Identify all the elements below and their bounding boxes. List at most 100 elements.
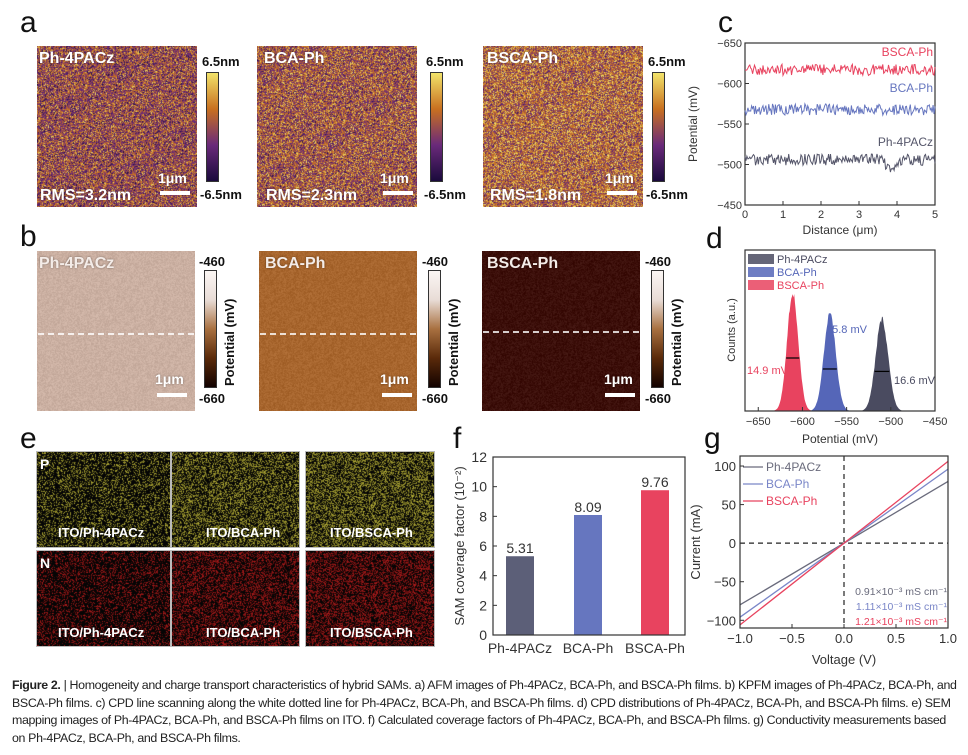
afm-sample-label: BSCA-Ph	[487, 50, 559, 67]
legend-swatch	[748, 280, 774, 290]
x-axis-label: Potential (mV)	[802, 432, 878, 446]
panel-label-g: g	[704, 422, 721, 455]
y-tick-label: 0	[729, 536, 736, 551]
colorbar-max: 6.5nm	[426, 54, 464, 69]
x-tick-label: −1.0	[727, 631, 753, 646]
histogram-bsca-ph	[770, 294, 816, 411]
x-tick-label: −600	[790, 416, 815, 428]
scale-bar-label: 1μm	[605, 170, 634, 186]
afm-colorbar	[430, 72, 443, 182]
sem-map-p-bsca-ph	[305, 451, 435, 548]
bar-value-label: 5.31	[506, 540, 533, 556]
y-tick-label: −450	[717, 200, 742, 212]
x-tick-label: 4	[894, 209, 900, 221]
colorbar-min: -6.5nm	[424, 187, 466, 202]
conductivity-label: 1.21×10⁻³ mS cm⁻¹	[855, 616, 947, 628]
y-tick-label: 6	[479, 538, 487, 554]
chart-c-cpd-line-scan: Potential (mV) Distance (μm) 0 1 2 3 4 5 −650 −…	[686, 38, 938, 237]
sem-map-n-bsca-ph	[305, 550, 435, 647]
kpfm-image-ph-4pacz	[37, 251, 195, 411]
legend-label: Ph-4PACz	[766, 460, 821, 474]
axes-frame	[744, 42, 936, 206]
afm-image-ph-4pacz	[37, 46, 197, 207]
kpfm-colorbar	[428, 270, 441, 388]
scale-bar	[383, 191, 413, 195]
y-tick-label: −650	[717, 38, 742, 50]
x-tick-label: −650	[746, 416, 771, 428]
x-axis-label: Distance (μm)	[803, 223, 878, 237]
panel-label-a: a	[20, 6, 37, 39]
conductivity-label: 0.91×10⁻³ mS cm⁻¹	[855, 586, 947, 598]
x-tick-label: −500	[878, 416, 903, 428]
afm-rms-label: RMS=1.8nm	[490, 187, 582, 204]
fwhm-label: 14.9 mV	[747, 365, 789, 377]
bar-bca-ph	[574, 514, 602, 635]
colorbar-min: -660	[645, 391, 672, 406]
x-tick-label: 5	[932, 209, 938, 221]
afm-sample-label: BCA-Ph	[264, 50, 325, 67]
chart-d-cpd-distribution: Counts (a.u.) Potential (mV) 16.6 mV 15.8…	[726, 249, 947, 446]
iv-line-bsca-ph	[739, 460, 949, 626]
y-tick-label: 12	[471, 449, 487, 465]
sem-map-p-bca-ph	[171, 451, 300, 548]
colorbar-max: -460	[199, 254, 226, 269]
legend-label: BCA-Ph	[777, 267, 817, 279]
colorbar-min: -660	[422, 391, 449, 406]
panel-label-d: d	[706, 222, 723, 255]
colorbar-min: -660	[199, 391, 226, 406]
kpfm-colorbar	[651, 270, 664, 388]
kpfm-colorbar	[204, 270, 217, 388]
sem-element-label: P	[40, 456, 50, 472]
bar-value-label: 8.09	[574, 499, 601, 515]
legend-label: BSCA-Ph	[766, 494, 817, 508]
histogram-ph-4pacz	[857, 316, 907, 411]
y-axis-label: Potential (mV)	[686, 86, 700, 162]
series-label: Ph-4PACz	[878, 135, 933, 149]
afm-sample-label: Ph-4PACz	[39, 50, 115, 67]
scale-bar	[382, 393, 412, 397]
afm-image-bca-ph	[257, 46, 417, 207]
x-axis-label: Voltage (V)	[812, 652, 876, 667]
panel-label-c: c	[718, 6, 733, 39]
legend-label: BCA-Ph	[766, 477, 809, 491]
legend-label: BSCA-Ph	[777, 280, 824, 292]
scale-bar-label: 1μm	[380, 371, 409, 387]
series-line-ph-4pacz	[744, 152, 936, 173]
y-tick-label: −500	[717, 160, 742, 172]
sem-element-label: N	[40, 555, 51, 571]
caption-label: Figure 2.	[12, 678, 61, 692]
line-scan-path	[260, 333, 416, 335]
series-label: BSCA-Ph	[882, 45, 933, 59]
bar-value-label: 9.76	[641, 474, 668, 490]
x-tick-label: −550	[834, 416, 859, 428]
fwhm-label: 16.6 mV	[894, 375, 936, 387]
x-tick-label: 1	[780, 209, 786, 221]
panel-label-f: f	[453, 422, 462, 455]
x-category-label: Ph-4PACz	[488, 640, 552, 656]
x-tick-label: −0.5	[779, 631, 805, 646]
bar-ph-4pacz	[506, 556, 534, 635]
colorbar-min: -6.5nm	[200, 187, 242, 202]
afm-rms-label: RMS=2.3nm	[266, 187, 358, 204]
colorbar-max: 6.5nm	[202, 54, 240, 69]
legend-swatch	[748, 267, 774, 277]
colorbar-min: -6.5nm	[646, 187, 688, 202]
scale-bar-label: 1μm	[158, 170, 187, 186]
charts-layer: Potential (mV) Distance (μm) 0 1 2 3 4 5−650−…	[452, 38, 957, 667]
y-tick-label: −50	[714, 575, 736, 590]
kpfm-sample-label: BCA-Ph	[265, 255, 326, 272]
sem-map-p-ph-4pacz	[36, 451, 171, 548]
kpfm-image-bca-ph	[259, 251, 417, 411]
kpfm-sample-label: BSCA-Ph	[487, 255, 559, 272]
line-scan-path	[483, 331, 639, 333]
sem-sample-label: ITO/BSCA-Ph	[330, 525, 413, 540]
y-tick-label: −100	[707, 613, 736, 628]
scale-bar-label: 1μm	[604, 371, 633, 387]
conductivity-label: 1.11×10⁻³ mS cm⁻¹	[856, 601, 948, 613]
colorbar-max: 6.5nm	[648, 54, 686, 69]
panel-label-e: e	[20, 422, 37, 455]
y-axis-label: SAM coverage factor (10⁻²)	[452, 466, 467, 625]
y-tick-label: 50	[722, 498, 736, 513]
x-category-label: BCA-Ph	[563, 640, 614, 656]
